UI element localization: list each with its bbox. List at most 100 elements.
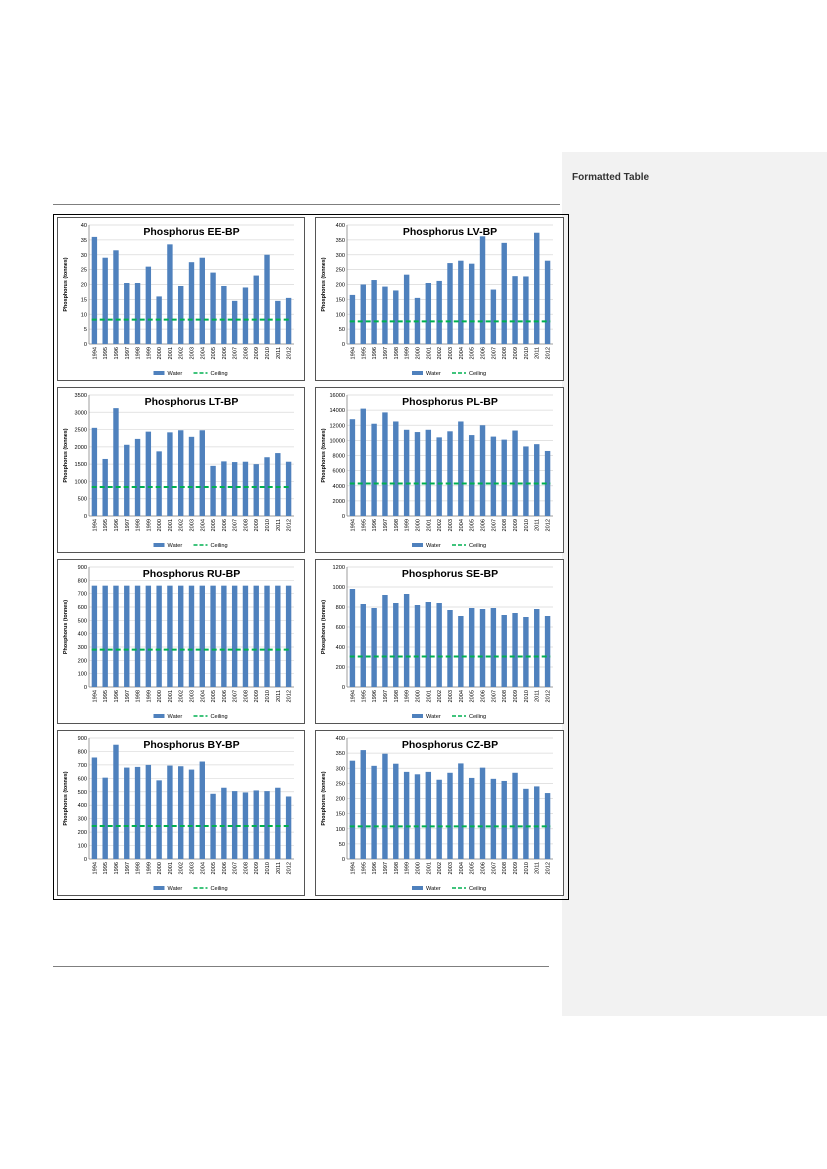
x-tick-label: 1998 xyxy=(394,347,400,359)
y-tick-label: 1200 xyxy=(333,565,345,571)
bar xyxy=(264,585,270,687)
chart-title: Phosphorus PL-BP xyxy=(402,396,498,408)
legend-water-label: Water xyxy=(168,886,183,892)
bar xyxy=(156,585,162,687)
bar xyxy=(188,262,195,344)
x-tick-label: 2010 xyxy=(524,690,530,702)
bar xyxy=(285,585,292,687)
bar xyxy=(523,276,529,344)
bar xyxy=(349,419,356,516)
y-tick-label: 3500 xyxy=(75,393,87,399)
bar xyxy=(221,585,227,687)
bar xyxy=(124,585,130,687)
legend-ceiling-label: Ceiling xyxy=(211,886,228,892)
bar xyxy=(113,744,119,859)
y-tick-label: 12000 xyxy=(329,423,345,429)
chart-se: 0 200 400 600 800 1000 1200 1994 1995 1996 1997 199… xyxy=(321,565,553,720)
bar xyxy=(382,595,388,687)
x-tick-label: 2009 xyxy=(513,519,519,531)
legend-water-swatch xyxy=(412,371,423,375)
bar xyxy=(436,437,442,516)
x-tick-label: 2010 xyxy=(265,690,271,702)
bar xyxy=(285,461,292,516)
bar xyxy=(285,297,292,344)
x-tick-label: 1994 xyxy=(350,347,356,359)
bar xyxy=(231,585,238,687)
bar xyxy=(360,750,366,859)
x-tick-label: 1994 xyxy=(350,862,356,874)
bar xyxy=(188,769,195,859)
x-tick-label: 2006 xyxy=(481,347,487,359)
bar xyxy=(145,585,152,687)
x-tick-label: 2010 xyxy=(524,347,530,359)
bar xyxy=(178,585,184,687)
x-tick-label: 1998 xyxy=(394,862,400,874)
x-tick-label: 2004 xyxy=(200,519,206,531)
bar xyxy=(360,604,366,687)
bar xyxy=(534,444,540,516)
bar xyxy=(490,289,497,344)
x-tick-label: 2011 xyxy=(276,862,282,874)
x-tick-label: 2009 xyxy=(254,519,260,531)
bar xyxy=(447,610,453,687)
x-tick-label: 2001 xyxy=(168,519,174,531)
bar xyxy=(167,244,173,344)
x-tick-label: 1997 xyxy=(383,862,389,874)
x-tick-label: 1996 xyxy=(372,347,378,359)
x-tick-label: 1995 xyxy=(361,690,367,702)
bar xyxy=(458,763,464,859)
x-tick-label: 1996 xyxy=(372,519,378,531)
x-tick-label: 2009 xyxy=(513,347,519,359)
x-tick-label: 2010 xyxy=(524,862,530,874)
y-tick-label: 2500 xyxy=(75,428,87,434)
bar xyxy=(199,585,205,687)
bar xyxy=(91,427,98,516)
x-tick-label: 1994 xyxy=(350,690,356,702)
x-tick-label: 2007 xyxy=(233,519,239,531)
bar xyxy=(178,430,184,516)
x-tick-label: 2002 xyxy=(437,519,443,531)
x-tick-label: 2006 xyxy=(222,862,228,874)
bar xyxy=(360,284,366,344)
x-tick-label: 2008 xyxy=(502,347,508,359)
bar xyxy=(479,767,486,859)
x-tick-label: 2011 xyxy=(535,862,541,874)
y-tick-label: 0 xyxy=(342,342,345,348)
y-tick-label: 100 xyxy=(78,844,87,850)
x-tick-label: 2012 xyxy=(287,519,293,531)
legend-ceiling-label: Ceiling xyxy=(469,886,486,892)
bar xyxy=(393,603,399,687)
y-tick-label: 350 xyxy=(336,238,345,244)
y-axis-label: Phosphorus (tonnes) xyxy=(63,771,69,825)
y-tick-label: 800 xyxy=(78,749,87,755)
x-tick-label: 1998 xyxy=(136,347,142,359)
chart-lt: 0 500 1000 1500 2000 2500 3000 3500 1994 1995 1996… xyxy=(63,393,294,549)
x-tick-label: 2003 xyxy=(448,519,454,531)
x-tick-label: 2002 xyxy=(437,862,443,874)
legend-water-swatch xyxy=(153,886,165,890)
y-tick-label: 400 xyxy=(78,632,87,638)
x-tick-label: 1996 xyxy=(114,347,120,359)
y-tick-label: 3000 xyxy=(75,410,87,416)
x-tick-label: 1995 xyxy=(103,519,109,531)
bar xyxy=(188,585,195,687)
bar xyxy=(436,779,442,859)
y-tick-label: 2000 xyxy=(333,499,345,505)
x-tick-label: 2005 xyxy=(470,690,476,702)
y-tick-label: 10000 xyxy=(329,438,345,444)
x-tick-label: 1994 xyxy=(92,347,98,359)
bar xyxy=(253,790,259,859)
x-tick-label: 1997 xyxy=(125,347,131,359)
bar xyxy=(167,765,173,859)
legend-ceiling-label: Ceiling xyxy=(211,543,228,549)
bar xyxy=(371,423,377,516)
bar xyxy=(479,236,486,344)
bar xyxy=(285,796,292,859)
x-tick-label: 2009 xyxy=(513,862,519,874)
y-tick-label: 0 xyxy=(84,857,87,863)
y-tick-label: 14000 xyxy=(329,408,345,414)
x-tick-label: 1999 xyxy=(405,690,411,702)
chart-by: 0 100 200 300 400 500 600 700 800 900 1994 1995 1996… xyxy=(63,736,294,892)
chart-cell-cz: 0 50 100 150 200 250 300 350 400 1994 1995 1996 1997… xyxy=(315,730,564,896)
bar xyxy=(447,263,453,344)
